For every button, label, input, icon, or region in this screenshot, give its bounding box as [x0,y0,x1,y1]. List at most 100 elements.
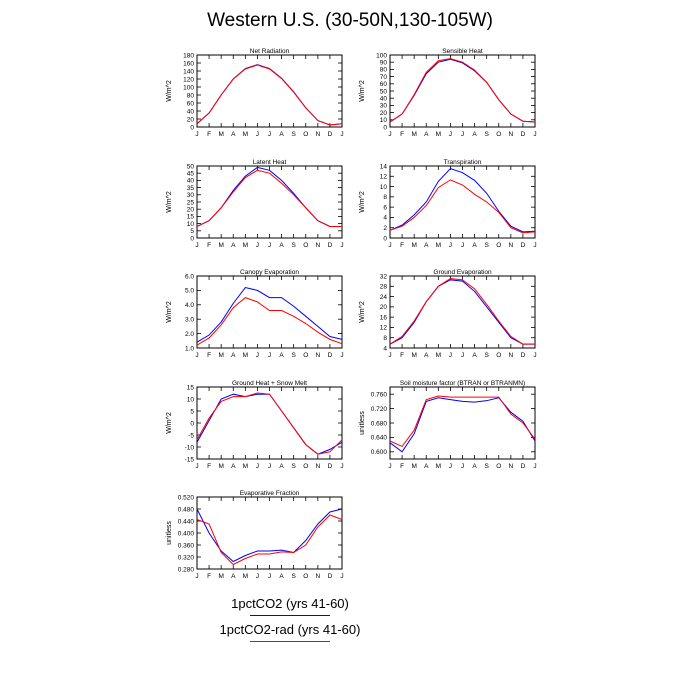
x-tick-label: D [521,352,526,359]
series-line-red [196,297,343,346]
x-tick-label: S [484,352,489,359]
x-tick-label: J [195,242,198,249]
series-line-blue [389,397,536,453]
y-tick-label: 0.280 [178,566,195,573]
x-tick-label: M [243,242,248,249]
x-tick-label: A [231,573,236,580]
x-tick-label: O [496,352,501,359]
plot-frame [196,165,343,239]
y-tick-label: -5 [188,432,194,439]
y-tick-label: 8 [383,335,387,342]
x-tick-label: J [256,352,259,359]
x-tick-label: J [340,573,343,580]
x-tick-label: J [533,352,536,359]
y-tick-label: 10 [187,396,195,403]
y-tick-label: 20 [380,304,388,311]
y-tick-label: 30 [187,192,195,199]
x-tick-label: N [315,573,320,580]
x-tick-label: N [315,463,320,470]
x-tick-label: M [243,131,248,138]
x-tick-label: M [218,573,223,580]
x-tick-label: O [303,131,308,138]
series-line-red [196,392,343,455]
x-tick-label: J [195,352,198,359]
y-tick-label: 0.360 [178,542,195,549]
x-tick-label: A [424,242,429,249]
x-tick-label: S [484,463,489,470]
y-tick-label: 3.0 [185,317,194,324]
x-tick-label: F [207,352,211,359]
y-tick-label: 0.720 [371,406,388,413]
plot-frame [389,54,536,128]
series-line-red [389,278,535,345]
y-tick-label: 14 [380,163,388,170]
x-tick-label: O [303,242,308,249]
y-tick-label: 12 [380,174,388,181]
chart-title: Latent Heat [253,159,287,166]
series-line-blue [389,167,536,233]
y-tick-label: 32 [380,273,388,280]
x-tick-label: A [424,352,429,359]
x-tick-label: F [207,131,211,138]
x-tick-label: F [400,352,404,359]
x-tick-label: A [424,463,429,470]
x-tick-label: M [218,463,223,470]
y-tick-label: 90 [380,60,388,67]
series-line-red [196,64,343,126]
x-tick-label: A [279,463,284,470]
x-tick-label: F [207,242,211,249]
y-tick-label: 100 [376,52,387,59]
y-tick-label: 0.520 [178,494,195,501]
x-tick-label: J [268,131,271,138]
series-line-blue [389,279,535,345]
x-tick-label: S [484,131,489,138]
y-tick-label: 40 [187,108,195,115]
x-tick-label: J [268,463,271,470]
y-axis-label: W/m^2 [166,412,173,434]
plot-frame [196,386,343,460]
x-tick-label: M [411,131,416,138]
x-tick-label: A [231,131,236,138]
x-tick-label: J [340,131,343,138]
chart-title: Transpiration [444,159,482,166]
y-tick-label: 4 [383,215,387,222]
x-tick-label: J [340,352,343,359]
chart-title: Soil moisture factor (BTRAN or BTRANMN) [400,380,525,387]
x-tick-label: M [218,352,223,359]
x-tick-label: M [411,352,416,359]
y-axis-label: W/m^2 [166,191,173,213]
y-tick-label: 0.480 [178,506,195,513]
x-tick-label: M [218,242,223,249]
x-tick-label: M [436,242,441,249]
y-tick-label: 24 [380,294,388,301]
x-tick-label: M [411,463,416,470]
x-tick-label: A [472,463,477,470]
x-tick-label: O [303,463,308,470]
x-tick-label: M [436,463,441,470]
x-tick-label: J [533,242,536,249]
chart-canopy-evaporation: Canopy Evaporation W/m^2 1.0 2.0 3.0 4.0 5.0 6.… [166,269,344,359]
y-tick-label: 40 [187,178,195,185]
x-tick-label: A [231,352,236,359]
x-tick-label: M [436,352,441,359]
x-tick-label: S [291,463,296,470]
x-tick-label: A [279,352,284,359]
y-tick-label: 0.600 [371,449,388,456]
plot-frame [196,54,343,128]
series-line-red [196,169,342,227]
y-tick-label: 60 [187,100,195,107]
x-tick-label: J [449,131,452,138]
x-tick-label: A [231,463,236,470]
series-line-red [196,514,343,566]
x-tick-label: J [449,352,452,359]
plot-frame [196,496,343,570]
y-tick-label: 50 [187,163,195,170]
x-tick-label: N [508,242,513,249]
x-tick-label: A [472,352,477,359]
legend-label-1pctco2: 1pctCO2 (yrs 41-60) [231,596,349,611]
y-tick-label: 15 [187,384,195,391]
chart-sensible-heat: Sensible Heat W/m^2 0102030405060708090100… [359,48,537,138]
x-tick-label: J [256,242,259,249]
y-tick-label: 40 [380,96,388,103]
